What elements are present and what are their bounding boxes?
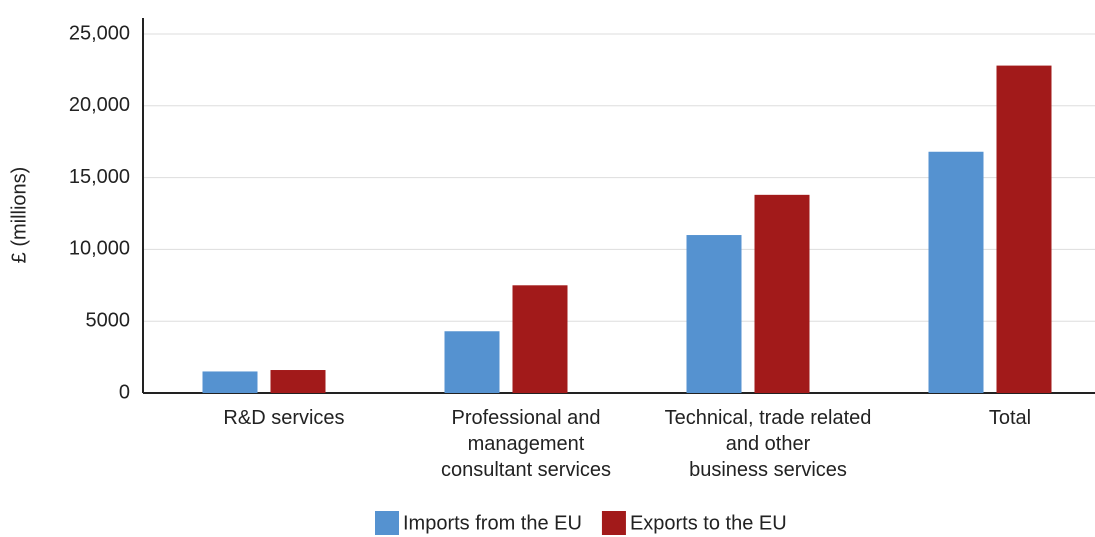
x-tick-label: R&D services xyxy=(223,407,345,429)
x-tick-label: Technical, trade related and other busin… xyxy=(664,407,872,481)
legend-swatch xyxy=(375,511,399,535)
bar xyxy=(202,371,258,393)
bar xyxy=(996,65,1052,393)
bar xyxy=(270,370,326,393)
x-tick-label: Professional and management consultant s… xyxy=(440,407,612,481)
y-tick-label: 5000 xyxy=(86,309,131,331)
y-tick-label: 10,000 xyxy=(69,238,130,260)
legend-label: Imports from the EU xyxy=(403,512,582,534)
bar xyxy=(444,331,500,393)
x-tick-label: Total xyxy=(988,407,1032,429)
y-tick-label: 15,000 xyxy=(69,166,130,188)
y-tick-label: 20,000 xyxy=(69,94,130,116)
y-tick-label: 0 xyxy=(119,381,130,403)
bar xyxy=(928,151,984,393)
y-tick-label: 25,000 xyxy=(69,22,130,44)
y-axis-label: £ (millions) xyxy=(8,167,30,264)
legend-swatch xyxy=(601,511,626,535)
bar xyxy=(512,285,568,393)
bar xyxy=(754,194,810,393)
legend-label: Exports to the EU xyxy=(630,512,787,534)
bar xyxy=(686,235,742,393)
